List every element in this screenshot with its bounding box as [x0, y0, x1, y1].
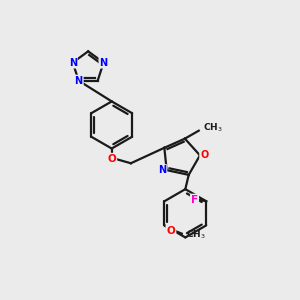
Text: O: O [167, 226, 175, 236]
Text: F: F [191, 195, 198, 205]
Text: N: N [75, 76, 83, 86]
Text: O: O [107, 154, 116, 164]
Text: CH$_3$: CH$_3$ [203, 122, 223, 134]
Text: N: N [69, 58, 77, 68]
Text: N: N [100, 58, 108, 68]
Text: CH$_3$: CH$_3$ [186, 229, 205, 241]
Text: O: O [200, 150, 208, 161]
Text: N: N [158, 165, 166, 175]
